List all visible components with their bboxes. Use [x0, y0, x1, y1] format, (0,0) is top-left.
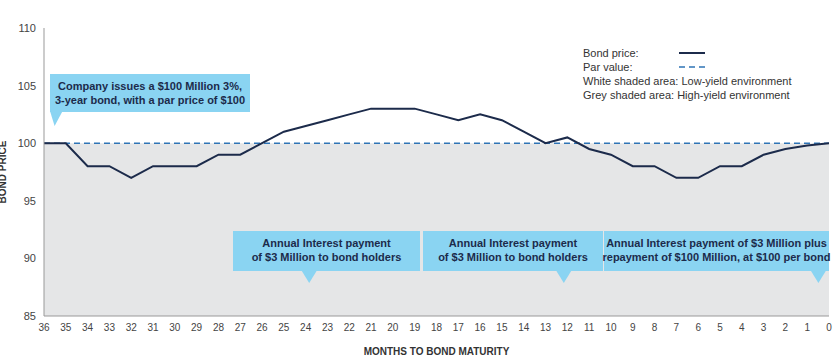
svg-text:19: 19: [409, 322, 421, 333]
svg-text:12: 12: [562, 322, 574, 333]
svg-text:31: 31: [147, 322, 159, 333]
html-text:White shaded area: Low-yield e: White shaded area: Low-yield environment: [583, 75, 792, 87]
svg-text:0: 0: [826, 322, 831, 333]
svg-text:10: 10: [605, 322, 617, 333]
svg-text:7: 7: [674, 322, 680, 333]
svg-text:100: 100: [18, 137, 36, 149]
svg-text:27: 27: [235, 322, 247, 333]
svg-text:23: 23: [322, 322, 334, 333]
svg-text:Annual Interest payment of $3: Annual Interest payment of $3 Million pl…: [602, 237, 830, 263]
svg-text:25: 25: [278, 322, 290, 333]
svg-text:30: 30: [169, 322, 181, 333]
svg-text:34: 34: [82, 322, 94, 333]
svg-text:35: 35: [60, 322, 72, 333]
svg-text:13: 13: [540, 322, 552, 333]
svg-text:16: 16: [475, 322, 487, 333]
html-text:Bond price:: Bond price:: [583, 47, 639, 59]
svg-text:2: 2: [783, 322, 789, 333]
svg-text:33: 33: [104, 322, 116, 333]
svg-text:11: 11: [584, 322, 595, 333]
svg-text:8: 8: [652, 322, 658, 333]
svg-text:95: 95: [24, 195, 36, 207]
svg-text:21: 21: [366, 322, 378, 333]
svg-text:4: 4: [739, 322, 745, 333]
html-text:Grey shaded area: High-yield e: Grey shaded area: High-yield environment: [583, 89, 790, 101]
svg-text:36: 36: [38, 322, 50, 333]
html-text:Par value:: Par value:: [583, 61, 633, 73]
svg-text:105: 105: [18, 80, 36, 92]
svg-text:5: 5: [717, 322, 723, 333]
svg-text:14: 14: [518, 322, 530, 333]
svg-text:32: 32: [126, 322, 138, 333]
svg-text:110: 110: [18, 22, 36, 34]
svg-text:20: 20: [387, 322, 399, 333]
svg-text:22: 22: [344, 322, 356, 333]
svg-text:Company issues a $100 Million: Company issues a $100 Million 3%,3-year …: [55, 80, 245, 106]
svg-text:24: 24: [300, 322, 312, 333]
svg-text:15: 15: [496, 322, 508, 333]
svg-text:MONTHS TO BOND MATURITY: MONTHS TO BOND MATURITY: [364, 346, 510, 357]
svg-text:28: 28: [213, 322, 225, 333]
svg-text:6: 6: [695, 322, 701, 333]
svg-text:18: 18: [431, 322, 443, 333]
svg-text:29: 29: [191, 322, 203, 333]
svg-text:Annual Interest paymentof $3 M: Annual Interest paymentof $3 Million to …: [438, 237, 588, 263]
svg-text:17: 17: [453, 322, 465, 333]
svg-text:Annual Interest paymentof $3 M: Annual Interest paymentof $3 Million to …: [252, 237, 402, 263]
svg-text:1: 1: [804, 322, 810, 333]
svg-text:90: 90: [24, 252, 36, 264]
svg-text:26: 26: [256, 322, 268, 333]
svg-text:9: 9: [630, 322, 636, 333]
svg-text:85: 85: [24, 310, 36, 322]
svg-text:3: 3: [761, 322, 767, 333]
